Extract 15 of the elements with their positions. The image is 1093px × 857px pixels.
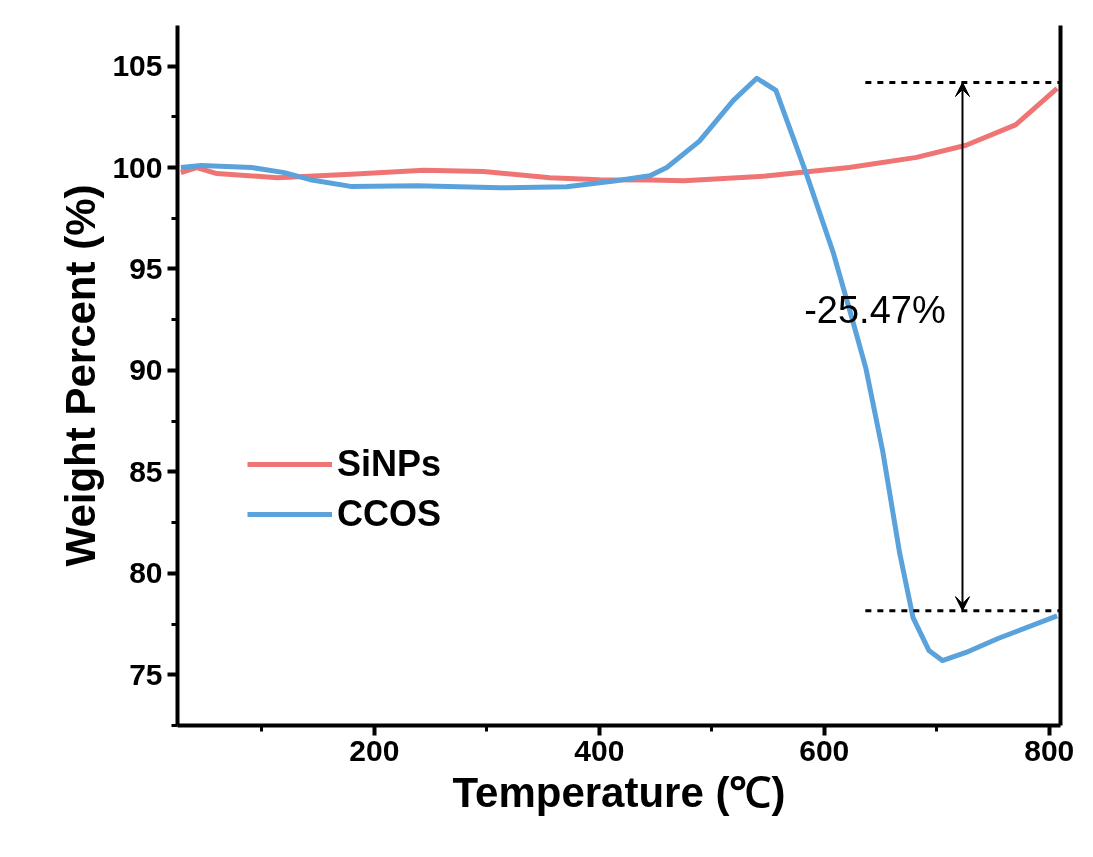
y-tick-label: 105	[112, 49, 163, 83]
legend-label: CCOS	[337, 493, 442, 535]
x-axis-title: Temperature (℃)	[452, 768, 786, 816]
y-tick-label: 75	[129, 657, 163, 691]
y-axis-title: Weight Percent (%)	[57, 184, 105, 567]
y-tick-label: 95	[129, 251, 163, 285]
y-tick-label: 80	[129, 556, 163, 590]
x-tick-label: 600	[799, 733, 850, 767]
x-tick-label: 200	[349, 733, 400, 767]
y-tick-label: 90	[129, 353, 163, 387]
x-tick-label: 400	[574, 733, 625, 767]
y-tick-label: 85	[129, 454, 163, 488]
y-tick-label: 100	[112, 150, 163, 184]
legend-label: SiNPs	[337, 443, 442, 485]
x-tick-label: 800	[1024, 733, 1075, 767]
